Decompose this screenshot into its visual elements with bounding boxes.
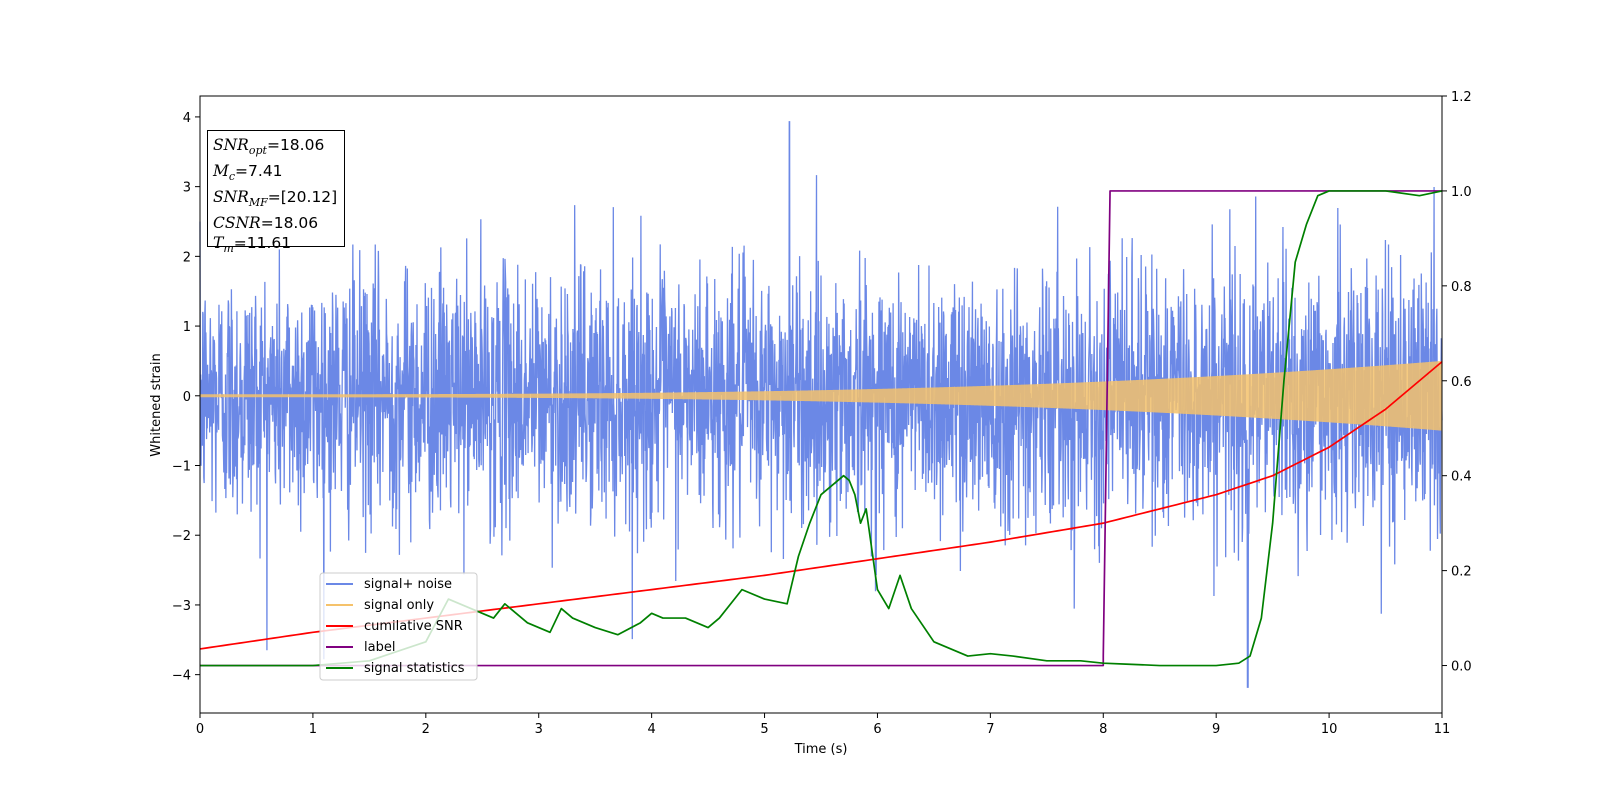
y2-tick-label: 0.6 bbox=[1451, 375, 1472, 390]
x-tick-label: 2 bbox=[422, 722, 430, 737]
x-axis-label: Time (s) bbox=[794, 742, 848, 757]
y2-tick-label: 0.2 bbox=[1451, 565, 1472, 580]
legend: signal+ noise signal only cumilative SNR… bbox=[319, 572, 478, 681]
series-label bbox=[200, 190, 1442, 667]
series-signal-statistics bbox=[200, 190, 1443, 667]
legend-label-label: label bbox=[364, 640, 395, 655]
axis-ticks: 0 1 2 3 4 5 6 7 8 9 10 1143210−1−2−3−41.21.00.80.60… bbox=[172, 90, 1472, 737]
legend-frame bbox=[319, 572, 478, 681]
y2-tick-label: 0.0 bbox=[1451, 660, 1472, 675]
axes-frame bbox=[199, 95, 1443, 714]
y-tick-label: 0 bbox=[183, 390, 191, 405]
y2-tick-label: 0.4 bbox=[1451, 470, 1472, 485]
y-tick-label: 3 bbox=[183, 181, 191, 196]
y2-tick-label: 1.2 bbox=[1451, 90, 1472, 105]
annotation-csnr: CSNR=18.06 bbox=[213, 214, 319, 233]
y-tick-label: −2 bbox=[172, 529, 191, 544]
x-tick-label: 11 bbox=[1434, 722, 1451, 737]
x-tick-label: 10 bbox=[1321, 722, 1338, 737]
series-signal-noise bbox=[199, 121, 1443, 688]
y-axis-label: Whitened strain bbox=[149, 353, 164, 456]
series-signal-only bbox=[199, 360, 1443, 431]
x-tick-label: 5 bbox=[760, 722, 768, 737]
y-tick-label: 4 bbox=[183, 111, 191, 126]
legend-label-signal-noise: signal+ noise bbox=[364, 577, 452, 592]
annotation-chirp-mass: Mc=7.41 bbox=[213, 162, 283, 184]
y-tick-label: 1 bbox=[183, 320, 191, 335]
snr-annotation-box: SNRopt=18.06 Mc=7.41 SNRMF=[20.12] CSNR=… bbox=[207, 130, 345, 255]
annotation-snr-mf: SNRMF=[20.12] bbox=[213, 188, 338, 210]
y-tick-label: 2 bbox=[183, 250, 191, 265]
y2-tick-label: 1.0 bbox=[1451, 185, 1472, 200]
x-tick-label: 1 bbox=[309, 722, 317, 737]
y-tick-label: −1 bbox=[172, 460, 191, 475]
y-tick-label: −3 bbox=[172, 599, 191, 614]
y2-tick-label: 0.8 bbox=[1451, 280, 1472, 295]
x-tick-label: 9 bbox=[1212, 722, 1220, 737]
legend-label-signal-statistics: signal statistics bbox=[364, 661, 465, 676]
x-tick-label: 0 bbox=[196, 722, 204, 737]
annotation-snr-opt: SNRopt=18.06 bbox=[213, 136, 325, 158]
legend-label-cumulative-snr: cumilative SNR bbox=[364, 619, 463, 634]
x-tick-label: 6 bbox=[873, 722, 881, 737]
y-tick-label: −4 bbox=[172, 669, 191, 684]
x-tick-label: 4 bbox=[647, 722, 655, 737]
legend-label-signal-only: signal only bbox=[364, 598, 434, 613]
x-tick-label: 8 bbox=[1099, 722, 1107, 737]
x-tick-label: 3 bbox=[535, 722, 543, 737]
x-tick-label: 7 bbox=[986, 722, 994, 737]
annotation-merger-time: Tm=11.61 bbox=[213, 234, 292, 256]
